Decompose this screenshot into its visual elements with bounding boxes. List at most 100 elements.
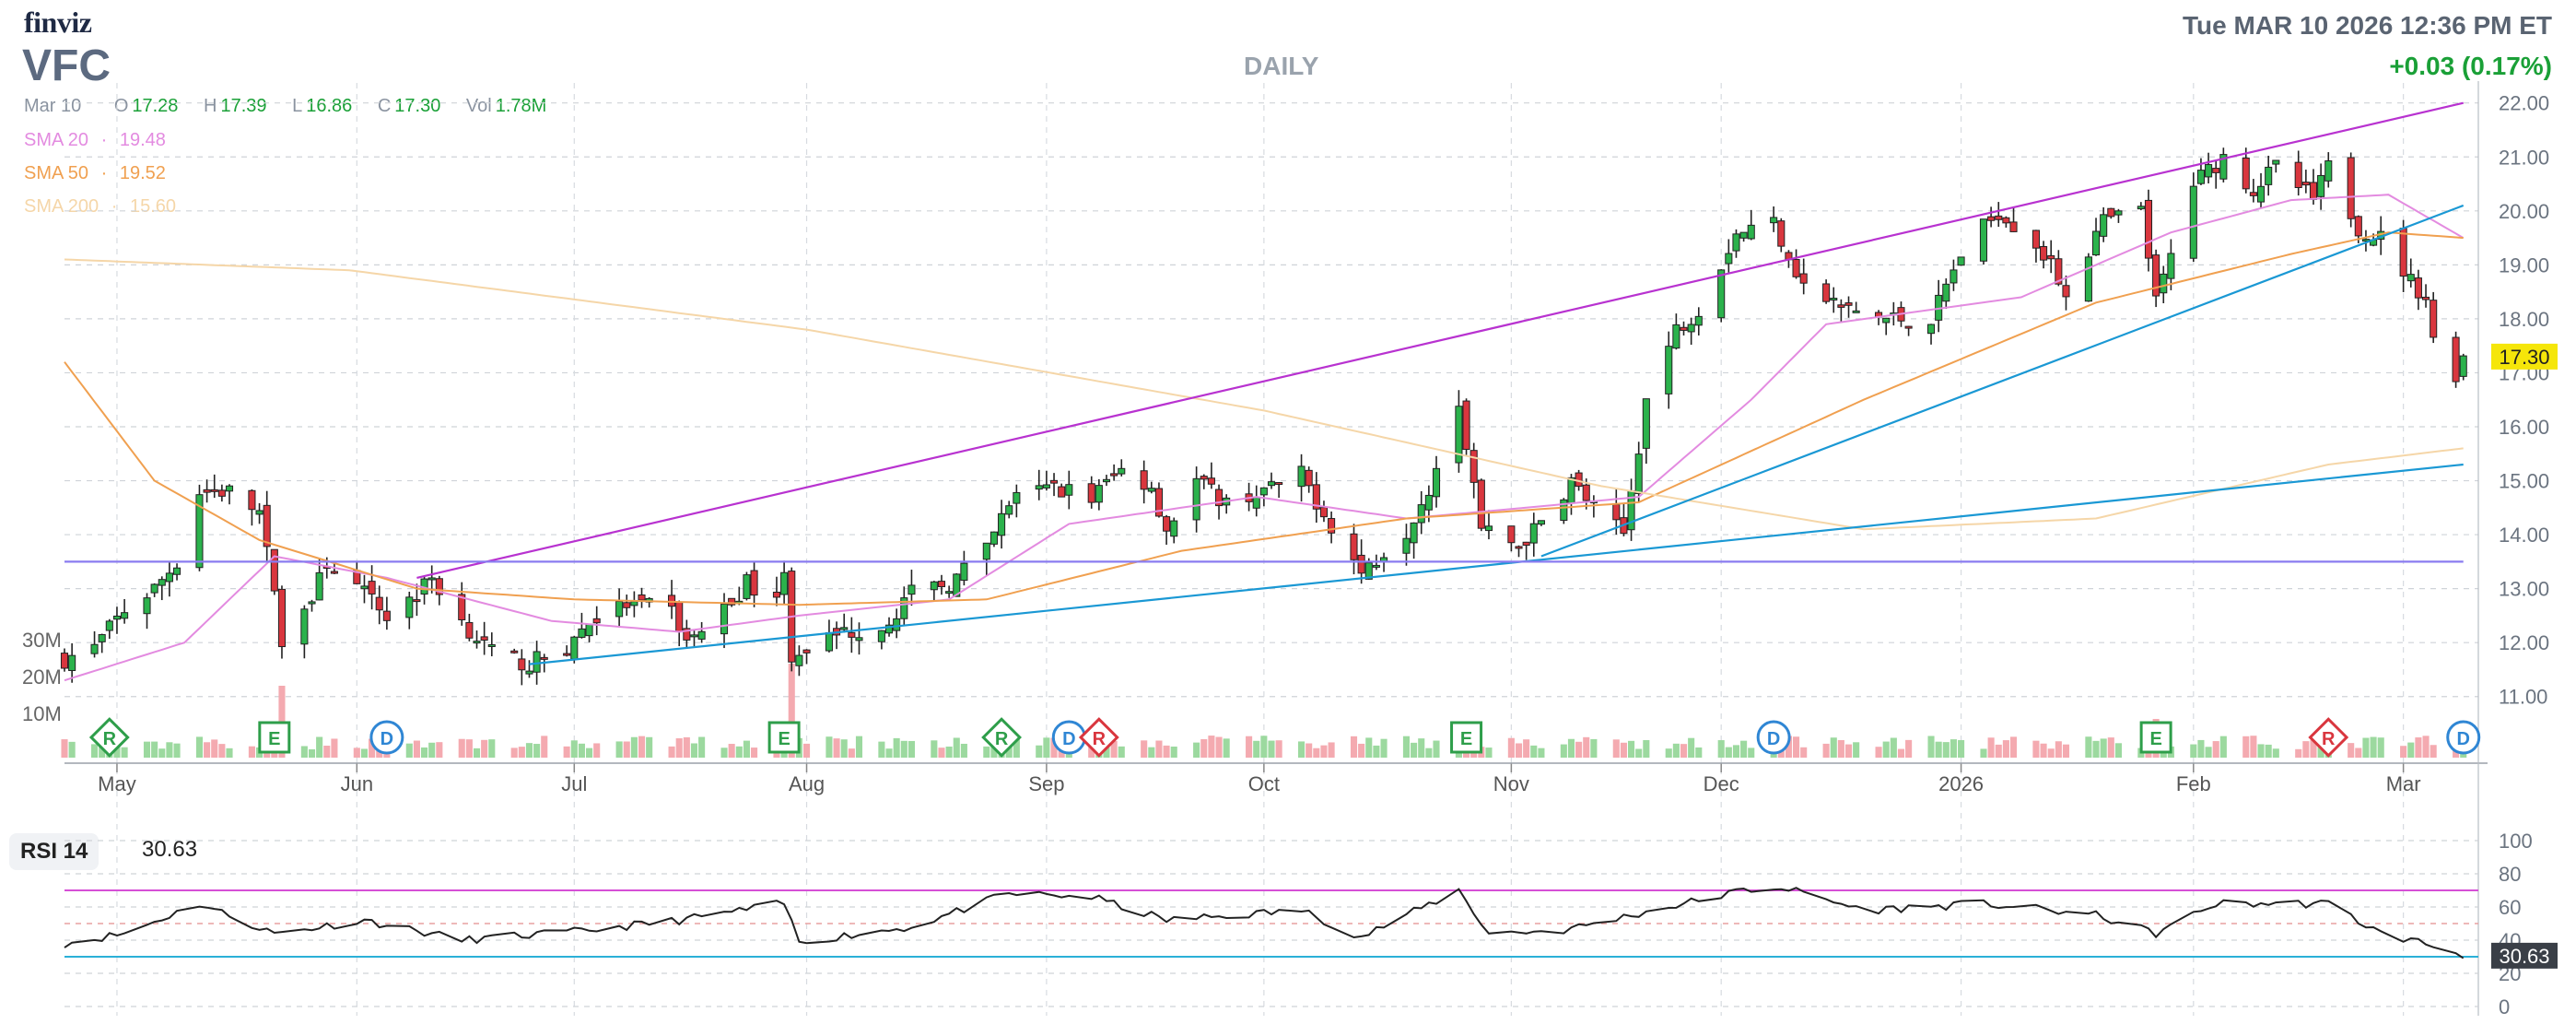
candle-body <box>1634 453 1643 494</box>
volume-bar <box>1110 740 1118 758</box>
volume-bar <box>308 748 316 758</box>
sma20-value: 19.48 <box>119 130 166 150</box>
candle-body <box>1882 317 1891 324</box>
high-label: H <box>204 96 217 116</box>
candle-body <box>248 489 256 511</box>
candle-body <box>2137 206 2145 210</box>
candle-body <box>2347 157 2355 219</box>
close-value: 17.30 <box>394 96 441 116</box>
candle-body <box>255 510 263 515</box>
volume-bar <box>481 739 488 758</box>
volume-bar <box>1515 743 1523 758</box>
volume-bar <box>825 736 833 758</box>
volume-bar <box>1050 737 1058 758</box>
candle-body <box>1328 518 1336 534</box>
volume-bar <box>675 737 683 758</box>
volume-bar <box>907 740 915 758</box>
sma-line <box>64 194 2465 682</box>
candle-body <box>1432 467 1441 498</box>
volume-bar <box>945 746 953 758</box>
finviz-logo[interactable]: finviz <box>24 6 92 39</box>
candle-body <box>1424 494 1433 511</box>
candle-body <box>1522 541 1530 547</box>
candle-body <box>982 542 990 560</box>
event-marker-label: R <box>995 729 1009 749</box>
candle-body <box>2002 217 2010 224</box>
candle-body <box>1799 273 1808 284</box>
candle-body <box>2219 154 2228 180</box>
volume-bar <box>578 743 585 758</box>
candle-body <box>1462 400 1470 451</box>
candle-body <box>473 641 481 644</box>
candle-body <box>518 658 526 671</box>
volume-bar <box>938 748 945 758</box>
volume-bar <box>436 742 443 758</box>
low-label: L <box>292 96 303 116</box>
candle-body <box>1154 488 1163 517</box>
candle-body <box>1665 346 1673 394</box>
volume-bar <box>68 741 76 758</box>
candle-body <box>1417 504 1425 524</box>
candle-body <box>315 571 323 601</box>
volume-bar <box>99 742 106 758</box>
candle-body <box>300 608 309 645</box>
volume-bar <box>2092 740 2100 758</box>
candle-body <box>1926 324 1936 335</box>
volume-bar <box>488 739 496 758</box>
candle-body <box>2091 230 2101 256</box>
volume-bar <box>1785 736 1792 758</box>
candle-body <box>405 596 414 618</box>
candle-body <box>2249 192 2257 196</box>
volume-bar <box>1882 741 1890 758</box>
volume-bar <box>1013 737 1020 758</box>
volume-bar <box>690 743 698 758</box>
volume-bar <box>1717 740 1725 758</box>
event-marker-label: E <box>778 729 790 749</box>
candle-body <box>1529 523 1538 544</box>
event-marker-label: D <box>1062 729 1075 749</box>
candle-body <box>1732 233 1740 252</box>
volume-bar <box>878 741 885 758</box>
candle-body <box>750 570 758 596</box>
candle-body <box>90 643 99 654</box>
volume-bar <box>1380 738 1388 758</box>
candle-body <box>2399 228 2407 277</box>
candle-body <box>623 602 631 608</box>
volume-bar <box>668 746 675 758</box>
candle-body <box>1747 224 1755 240</box>
volume-bar <box>1373 745 1380 758</box>
candle-body <box>1350 533 1358 560</box>
volume-bar <box>151 741 158 758</box>
volume-axis-label: 20M <box>22 665 62 689</box>
volume-bar <box>1695 747 1703 758</box>
volume-bar <box>1987 737 1995 758</box>
rsi-tick-label: 100 <box>2499 830 2533 853</box>
candle-body <box>1830 298 1838 301</box>
volume-bar <box>1402 736 1411 758</box>
volume-bar <box>1155 740 1163 758</box>
volume-bar <box>615 741 623 758</box>
volume-bar <box>1043 737 1050 758</box>
candle-body <box>1672 324 1680 349</box>
candle-body <box>578 628 586 638</box>
volume-bar <box>586 748 593 758</box>
volume-bar <box>1246 736 1253 758</box>
candle-body <box>2107 207 2115 218</box>
candle-body <box>795 654 803 666</box>
volume-bar <box>331 738 338 758</box>
event-marker-label: D <box>1767 729 1780 749</box>
sma50-legend: SMA 50 · 19.52 <box>24 163 166 184</box>
candle-body <box>173 567 181 575</box>
candle-body <box>1484 525 1493 532</box>
volume-bar <box>2370 736 2377 758</box>
candle-body <box>1770 217 1778 224</box>
event-marker <box>1756 720 1791 755</box>
candle-body <box>98 634 106 642</box>
candle-body <box>1792 259 1800 277</box>
volume-bar <box>2055 741 2062 758</box>
volume-bar <box>840 739 848 758</box>
volume-bar <box>2062 744 2070 758</box>
volume-bar <box>1118 746 1125 758</box>
candle-body <box>1582 484 1590 501</box>
